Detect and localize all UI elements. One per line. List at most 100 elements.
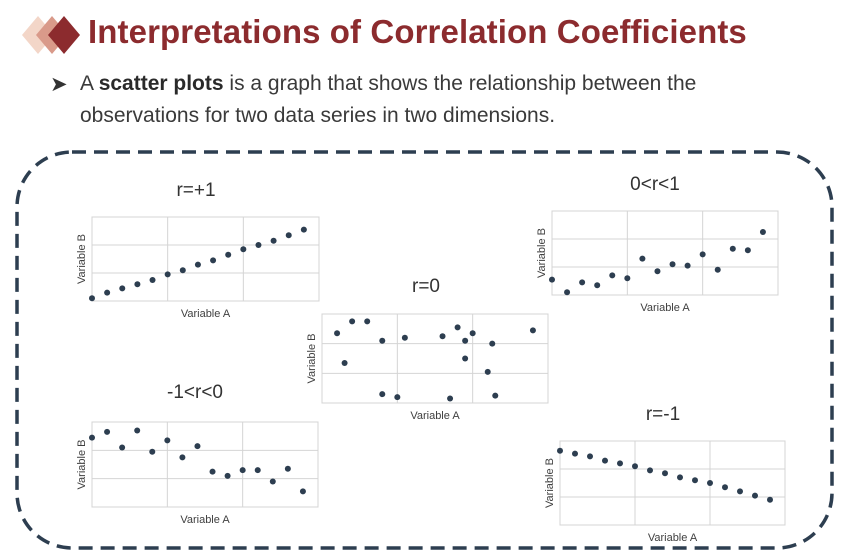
data-point [194,443,201,450]
data-point [529,327,536,334]
data-point [401,334,408,341]
data-point [394,394,401,401]
bullet-text: A scatter plots is a graph that shows th… [80,68,780,132]
data-point [492,392,499,399]
bullet-term: scatter plots [98,72,224,95]
scatter-chart-weak-negative: Variable A Variable B [76,421,319,526]
plot-area [91,421,319,508]
data-point [662,470,668,477]
plot-title-weak-positive: 0<r<1 [630,174,680,195]
data-point [300,226,307,233]
data-point [684,262,691,269]
plot-title-weak-negative: -1<r<0 [167,382,223,403]
data-point [692,477,698,484]
data-point [209,468,216,475]
x-axis-label: Variable A [180,514,230,526]
data-point [149,277,156,283]
y-axis-label: Variable B [306,334,318,384]
data-point [549,276,555,283]
data-point [669,261,676,268]
x-axis-label: Variable A [410,410,460,422]
arrow-bullet-icon: ➤ [50,73,68,96]
data-point [334,330,341,337]
data-point [557,447,563,454]
data-point [149,448,156,455]
data-point [469,330,476,337]
plot-title-positive-one: r=+1 [176,180,216,201]
x-axis-label: Variable A [181,308,231,320]
data-point [579,279,586,286]
data-point [632,463,638,470]
plot-title-negative-one: r=-1 [645,404,681,425]
y-axis-label: Variable B [76,234,88,284]
scatter-chart-positive-one: Variable A Variable B [76,216,320,320]
data-point [240,246,247,253]
data-point [341,359,348,366]
plot-title-zero: r=0 [412,276,440,297]
y-axis-label: Variable B [76,440,88,490]
data-point [617,460,623,467]
data-point [439,333,446,340]
data-point [164,271,171,278]
data-point [752,492,758,499]
plot-area [91,216,320,302]
data-point [572,450,578,457]
data-point [707,480,713,486]
plot-area [551,210,779,296]
x-axis-label: Variable A [640,302,690,314]
data-point [225,251,232,258]
data-point [239,467,246,474]
data-point [104,428,111,435]
data-point [447,395,454,402]
data-point [602,457,608,464]
y-axis-label: Variable B [536,228,548,278]
data-point [729,245,736,252]
data-point [489,340,496,347]
bullet-suffix: is a graph that shows the relationship b… [80,72,697,127]
data-point [349,318,356,325]
data-point [647,467,653,474]
data-point [677,474,683,481]
data-point [269,478,276,485]
data-point [654,268,661,275]
data-point [299,488,306,495]
data-point [699,251,706,258]
data-point [594,282,601,289]
data-point [134,281,141,288]
data-point [254,467,261,474]
data-point [119,444,126,451]
scatter-chart-zero: Variable A Variable B [306,313,549,422]
data-point [639,255,646,262]
data-point [194,261,201,268]
data-point [587,453,593,460]
data-point [744,247,751,254]
data-point [767,496,773,503]
data-point [609,272,616,279]
plot-area [559,440,786,526]
bullet-prefix: A [80,72,99,95]
data-point [179,267,186,274]
data-point [379,391,386,398]
scatter-chart-weak-positive: Variable A Variable B [536,210,779,314]
data-point [454,324,461,331]
data-point [722,484,728,491]
data-point [134,427,141,434]
data-point [484,368,491,375]
data-point [104,289,111,296]
data-point [285,232,292,239]
data-point [462,337,469,344]
x-axis-label: Variable A [648,532,698,544]
data-point [255,242,262,248]
data-point [89,434,95,441]
data-point [284,465,291,472]
data-point [179,454,186,461]
data-point [379,337,386,344]
data-point [737,488,743,495]
page-title: Interpretations of Correlation Coefficie… [88,13,747,50]
plot-area [321,313,549,404]
data-point [364,318,371,325]
data-point [89,295,95,302]
data-point [759,229,766,235]
scatter-chart-negative-one: Variable A Variable B [544,440,786,544]
